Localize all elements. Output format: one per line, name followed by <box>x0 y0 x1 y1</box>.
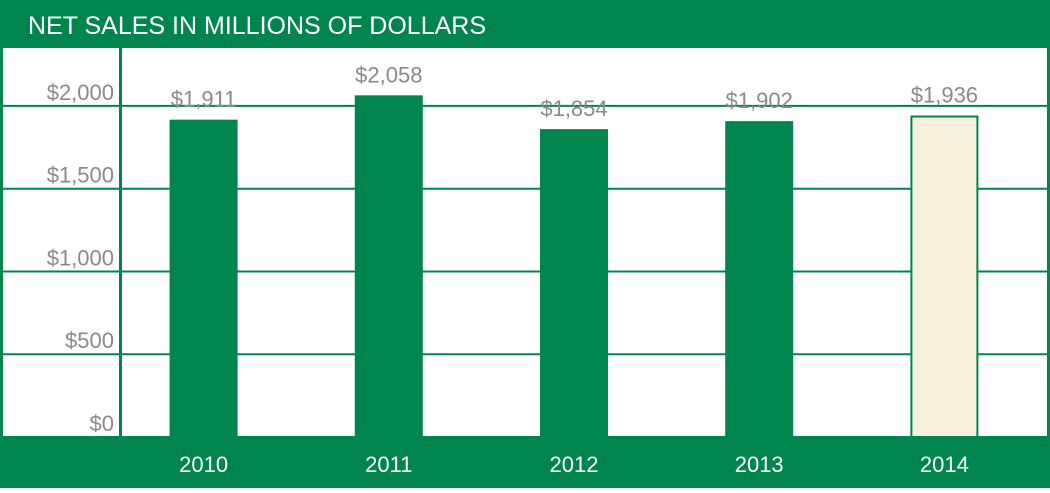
x-tick-label: 2013 <box>735 452 784 477</box>
value-label: $1,911 <box>171 87 237 112</box>
bar <box>540 129 608 439</box>
x-tick-label: 2011 <box>365 452 412 477</box>
value-label: $1,936 <box>911 83 978 108</box>
bar <box>910 115 979 438</box>
x-tick-label: 2012 <box>550 452 599 477</box>
y-tick-label: $0 <box>90 411 114 436</box>
title-band <box>0 0 1050 48</box>
y-tick-label: $1,000 <box>47 245 114 270</box>
chart-title: NET SALES IN MILLIONS OF DOLLARS <box>28 12 486 40</box>
bar <box>725 121 794 438</box>
right-border <box>1047 48 1050 438</box>
value-label: $1,854 <box>540 96 607 121</box>
bar <box>354 95 423 438</box>
y-tick-label: $1,500 <box>47 163 114 188</box>
y-tick-label: $2,000 <box>47 80 114 105</box>
x-tick-label: 2014 <box>920 452 969 477</box>
value-label: $2,058 <box>355 62 422 87</box>
x-tick-label: 2010 <box>179 452 228 477</box>
value-label: $1,902 <box>726 88 793 113</box>
axis-band <box>0 438 1050 488</box>
y-axis-line <box>119 48 122 438</box>
bar <box>169 119 238 438</box>
y-tick-label: $500 <box>65 328 114 353</box>
left-border <box>0 48 3 438</box>
